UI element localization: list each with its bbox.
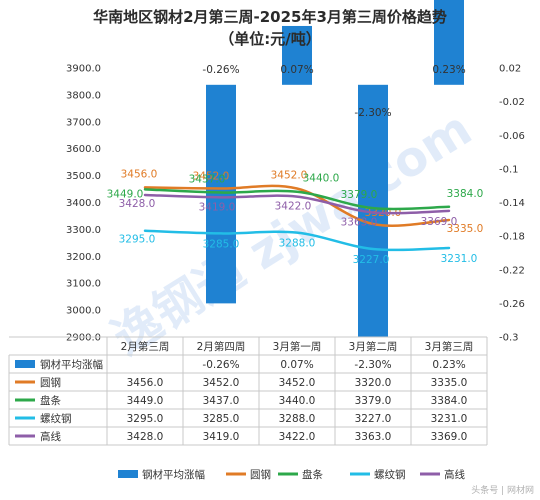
right-axis-tick: -0.02 <box>499 97 525 108</box>
x-axis-tick: 3月第三周 <box>425 340 474 353</box>
series-line-high_wire <box>143 193 451 215</box>
table-cell: 3295.0 <box>127 413 164 425</box>
table-cell: 3452.0 <box>203 377 240 389</box>
left-axis-tick: 3600.0 <box>66 144 101 155</box>
left-axis-tick: 3800.0 <box>66 90 101 101</box>
table-cell: 3437.0 <box>203 395 240 407</box>
table-row-header: 螺纹钢 <box>40 412 72 425</box>
table-cell: 3227.0 <box>355 413 392 425</box>
bar-avg-change <box>434 0 464 85</box>
table-row-header: 高线 <box>40 430 61 443</box>
right-axis-tick: -0.26 <box>499 299 525 310</box>
table-cell: 3288.0 <box>279 413 316 425</box>
table-legend-key <box>15 360 35 368</box>
table-cell: 3320.0 <box>355 377 392 389</box>
left-axis-tick: 3900.0 <box>66 64 101 75</box>
right-axis-tick: -0.3 <box>499 333 519 344</box>
line-data-label: 3452.0 <box>271 170 308 182</box>
left-axis-tick: 3300.0 <box>66 225 101 236</box>
bar-data-label: -2.30% <box>354 107 391 119</box>
line-data-label: 3437.0 <box>189 174 226 186</box>
legend-key <box>118 470 138 478</box>
x-axis-tick: 2月第三周 <box>121 340 170 353</box>
table-row-header: 圆钢 <box>40 376 61 389</box>
series-line-wire_coil <box>143 188 451 211</box>
right-axis-tick: -0.06 <box>499 131 525 142</box>
table-cell: 3285.0 <box>203 413 240 425</box>
table-cell: 3369.0 <box>431 431 468 443</box>
table-cell: 3379.0 <box>355 395 392 407</box>
line-data-label: 3379.0 <box>341 189 378 201</box>
left-axis-tick: 3200.0 <box>66 252 101 263</box>
line-data-label: 3456.0 <box>121 168 158 180</box>
series-line-rebar <box>143 229 451 252</box>
left-axis-tick: 3500.0 <box>66 171 101 182</box>
table-cell: 3419.0 <box>203 431 240 443</box>
line-data-label: 3363.0 <box>341 216 378 228</box>
line-data-label: 3419.0 <box>199 201 236 213</box>
table-cell: 3428.0 <box>127 431 164 443</box>
table-cell: 3231.0 <box>431 413 468 425</box>
line-data-label: 3335.0 <box>447 223 484 235</box>
chart-subtitle: （单位:元/吨） <box>219 30 321 48</box>
line-data-label: 3231.0 <box>441 253 478 265</box>
right-axis-tick: -0.1 <box>499 164 519 175</box>
line-data-label: 3369.0 <box>421 216 458 228</box>
left-axis-tick: 3100.0 <box>66 279 101 290</box>
legend-label: 高线 <box>444 468 465 481</box>
line-data-label: 3288.0 <box>279 238 316 250</box>
x-axis-tick: 3月第一周 <box>273 340 322 353</box>
table-row-header: 钢材平均涨幅 <box>40 358 103 371</box>
series-line-round_steel <box>143 184 451 227</box>
table-cell: 3335.0 <box>431 377 468 389</box>
line-data-label: 3452.0 <box>193 171 230 183</box>
table-row-header: 盘条 <box>40 394 61 407</box>
left-axis-tick: 3400.0 <box>66 198 101 209</box>
right-axis-tick: 0.02 <box>499 64 521 75</box>
legend-label: 钢材平均涨幅 <box>142 468 205 481</box>
line-data-label: 3384.0 <box>447 188 484 200</box>
chart-legend: 钢材平均涨幅 圆钢 盘条 螺纹钢 高线 <box>118 468 465 481</box>
table-cell: -0.26% <box>202 359 239 371</box>
left-axis-tick: 3700.0 <box>66 117 101 128</box>
table-cell: 3363.0 <box>355 431 392 443</box>
bar-data-label: 0.07% <box>280 64 313 76</box>
left-axis-tick: 2900.0 <box>66 333 101 344</box>
line-data-label: 3227.0 <box>353 254 390 266</box>
table-cell: 3422.0 <box>279 431 316 443</box>
left-axis-tick: 3000.0 <box>66 306 101 317</box>
chart-title: 华南地区钢材2月第三周-2025年3月第三周价格趋势 <box>93 8 447 26</box>
footer-credit: 头条号 | 网材网 <box>471 486 534 496</box>
legend-label: 螺纹钢 <box>374 468 406 481</box>
line-data-label: 3285.0 <box>203 238 240 250</box>
legend-label: 圆钢 <box>250 468 271 481</box>
bar-avg-change <box>206 84 236 304</box>
table-cell: -2.30% <box>354 359 391 371</box>
bar-avg-change <box>282 25 312 85</box>
table-cell: 3440.0 <box>279 395 316 407</box>
table-cell: 3452.0 <box>279 377 316 389</box>
bar-data-label: 0.23% <box>432 64 465 76</box>
x-axis-tick: 3月第二周 <box>349 340 398 353</box>
right-axis-tick: -0.14 <box>499 198 525 209</box>
table-cell: 3456.0 <box>127 377 164 389</box>
line-data-label: 3422.0 <box>275 201 312 213</box>
right-axis-tick: -0.22 <box>499 265 525 276</box>
table-cell: 3384.0 <box>431 395 468 407</box>
line-data-label: 3440.0 <box>303 173 340 185</box>
x-axis-tick: 2月第四周 <box>197 340 246 353</box>
table-cell: 0.07% <box>280 359 313 371</box>
right-axis-tick: -0.18 <box>499 232 525 243</box>
line-data-label: 3295.0 <box>119 234 156 246</box>
legend-label: 盘条 <box>302 468 323 481</box>
bar-data-label: -0.26% <box>202 64 239 76</box>
line-data-label: 3428.0 <box>119 198 156 210</box>
table-cell: 3449.0 <box>127 395 164 407</box>
line-data-label: 3449.0 <box>107 188 144 200</box>
table-cell: 0.23% <box>432 359 465 371</box>
